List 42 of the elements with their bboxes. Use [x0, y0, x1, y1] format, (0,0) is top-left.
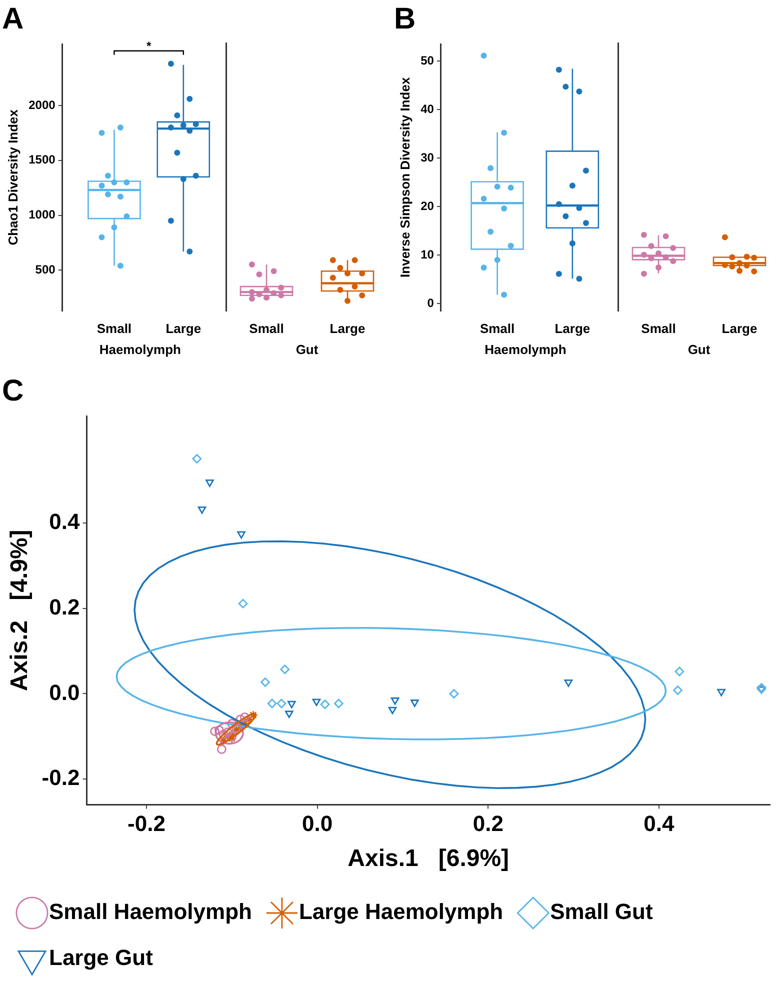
y-tick-label: 500: [35, 262, 56, 276]
x-tick-label: Small: [249, 321, 284, 336]
annotation: *: [146, 39, 152, 54]
y-tick-label: 2000: [28, 98, 56, 112]
y-tick-label: -0.2: [42, 765, 80, 790]
x-tick-label: 0.0: [302, 811, 333, 836]
x-tick-label: Large: [722, 321, 758, 336]
x-tick-label: Large: [166, 321, 202, 336]
y-axis-title: Axis.2 [4.9%]: [6, 530, 34, 692]
chart-title: A: [2, 2, 24, 36]
x-tick-label: 0.4: [644, 811, 676, 836]
x-axis-title: Gut: [296, 342, 319, 357]
legend-label: Small Haemolymph: [49, 899, 252, 924]
legend-label: Large Haemolymph: [298, 899, 504, 924]
x-axis-title: Haemolymph: [484, 342, 566, 357]
y-tick-label: 40: [420, 102, 434, 116]
x-axis-title: Gut: [688, 342, 711, 357]
legend-label: Large Gut: [49, 945, 154, 970]
y-tick-label: 0: [427, 296, 434, 310]
x-tick-label: -0.2: [128, 811, 166, 836]
y-tick-label: 1000: [28, 208, 56, 222]
y-axis-title: Inverse Simpson Diversity Index: [397, 76, 412, 278]
x-tick-label: Small: [641, 321, 676, 336]
x-axis-title: Axis.1 [6.9%]: [348, 845, 510, 872]
x-tick-label: 0.2: [472, 811, 504, 836]
x-tick-label: Small: [96, 321, 132, 336]
legend-label: Small Gut: [550, 899, 654, 924]
y-axis-title: Chao1 Diversity Index: [5, 108, 20, 246]
x-tick-label: Large: [554, 321, 590, 336]
x-axis-title: Haemolymph: [99, 342, 182, 357]
y-tick-label: 0.2: [49, 594, 80, 620]
x-tick-label: Small: [480, 321, 515, 336]
x-tick-label: Large: [330, 321, 366, 336]
y-tick-label: 50: [420, 53, 434, 68]
chart-title: C: [2, 374, 24, 408]
y-tick-label: 30: [420, 150, 434, 164]
y-tick-label: 10: [420, 247, 434, 262]
y-tick-label: 20: [420, 198, 434, 213]
y-tick-label: 0.4: [49, 508, 80, 534]
y-tick-label: 1500: [28, 152, 56, 167]
y-tick-label: 0.0: [49, 680, 80, 705]
chart-title: B: [394, 2, 416, 36]
